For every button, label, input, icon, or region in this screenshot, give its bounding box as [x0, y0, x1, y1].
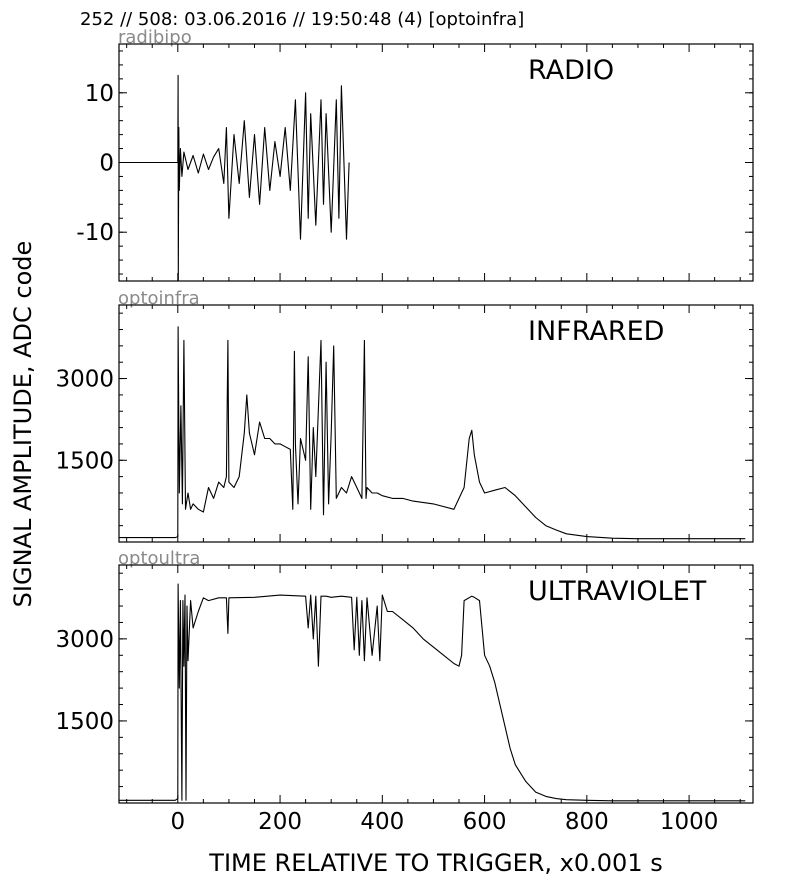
x-tick-label: 1000	[660, 809, 719, 835]
y-tick-label: 10	[85, 81, 114, 107]
panel-title: INFRARED	[528, 316, 664, 347]
channel-label: radibipo	[118, 27, 192, 48]
x-tick-label: 0	[170, 809, 185, 835]
y-tick-label: 3000	[55, 367, 114, 393]
plot-frame	[118, 304, 754, 543]
panel-infrared: optoinfra 3000 1500 INFRARED	[55, 288, 754, 543]
plot-frame	[118, 564, 754, 804]
y-axis-label: SIGNAL AMPLITUDE, ADC code	[9, 241, 37, 608]
signal-trace	[119, 74, 350, 282]
signal-trace	[119, 326, 746, 540]
y-tick-label: 1500	[55, 709, 114, 735]
x-tick-label: 600	[463, 809, 507, 835]
y-tick-label: 3000	[55, 627, 114, 653]
channel-label: optoinfra	[118, 288, 200, 309]
x-tick-label: 800	[565, 809, 609, 835]
plot-frame	[118, 43, 754, 282]
x-tick-label: 200	[258, 809, 302, 835]
y-tick-label: -10	[76, 220, 114, 246]
y-tick-label: 0	[99, 151, 114, 177]
chart-panels: radibipo 10 0 -10 RADIO optoinfra 3000 1500 INFR…	[55, 27, 754, 835]
channel-label: optoultra	[118, 548, 200, 569]
panel-title: RADIO	[528, 55, 614, 86]
panel-ultraviolet: optoultra 3000 1500 ULTRAVIOLET 0 200 400 600 80…	[55, 548, 754, 835]
signal-trace	[119, 583, 746, 802]
y-tick-label: 1500	[55, 448, 114, 474]
x-tick-label: 400	[360, 809, 404, 835]
panel-radio: radibipo 10 0 -10 RADIO	[76, 27, 754, 282]
x-axis-label: TIME RELATIVE TO TRIGGER, x0.001 s	[208, 849, 662, 877]
panel-title: ULTRAVIOLET	[528, 576, 707, 607]
figure-title: 252 // 508: 03.06.2016 // 19:50:48 (4) […	[80, 9, 524, 30]
